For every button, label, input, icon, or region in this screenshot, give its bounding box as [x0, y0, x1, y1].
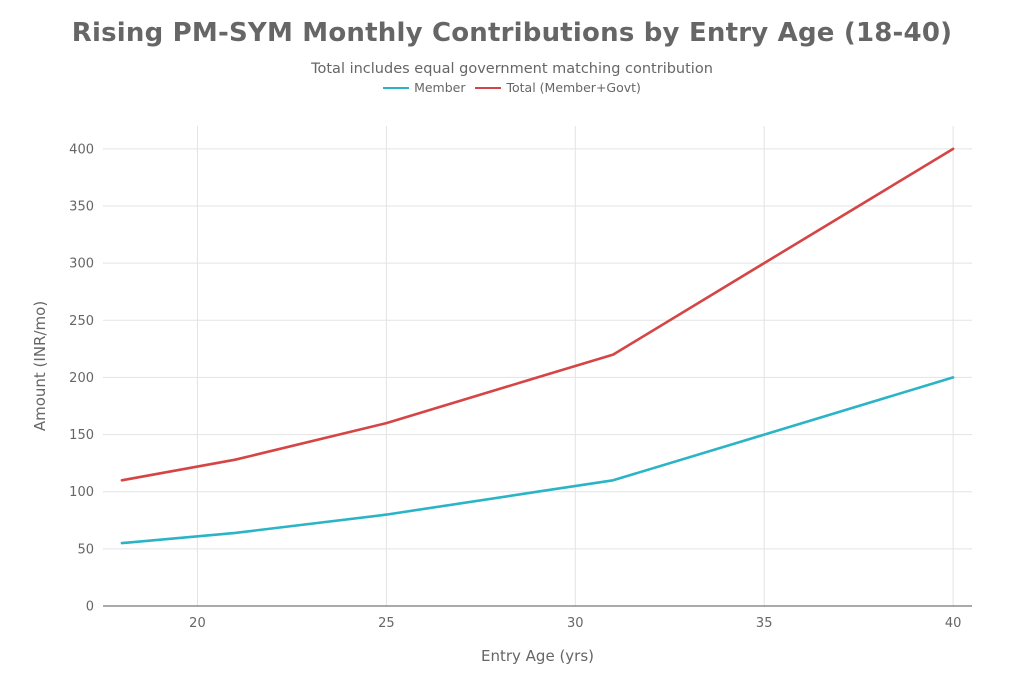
legend-item-total[interactable]: Total (Member+Govt) — [475, 80, 641, 95]
y-tick-label: 0 — [86, 600, 94, 615]
x-tick-label: 40 — [945, 616, 962, 631]
y-tick-label: 150 — [69, 428, 94, 443]
y-tick-label: 350 — [69, 200, 94, 215]
y-axis-title: Amount (INR/mo) — [31, 301, 49, 431]
legend-swatch-member — [383, 86, 410, 89]
x-tick-label: 35 — [756, 616, 773, 631]
x-tick-label: 30 — [567, 616, 584, 631]
series-line-member — [120, 376, 955, 545]
x-tick-label: 20 — [189, 616, 206, 631]
tick-labels: 0 50 100 150 200 250 300 350 400 20 25 30 35 40 — [69, 142, 961, 631]
y-tick-label: 400 — [69, 142, 94, 157]
y-tick-label: 250 — [69, 314, 94, 329]
chart-subtitle: Total includes equal government matching… — [311, 61, 713, 77]
x-axis-title: Entry Age (yrs) — [481, 647, 594, 665]
legend: Member Total (Member+Govt) — [0, 80, 1024, 95]
y-tick-label: 300 — [69, 257, 94, 272]
y-tick-label: 100 — [69, 485, 94, 500]
y-tick-label: 50 — [77, 542, 94, 557]
y-tick-label: 200 — [69, 371, 94, 386]
legend-label-member: Member — [414, 80, 466, 95]
chart-title: Rising PM-SYM Monthly Contributions by E… — [71, 18, 953, 48]
series-lines — [120, 147, 955, 545]
series-line-total — [120, 147, 955, 482]
legend-label-total: Total (Member+Govt) — [506, 80, 641, 95]
x-tick-label: 25 — [378, 616, 395, 631]
legend-item-member[interactable]: Member — [383, 80, 465, 95]
legend-swatch-total — [475, 86, 502, 89]
